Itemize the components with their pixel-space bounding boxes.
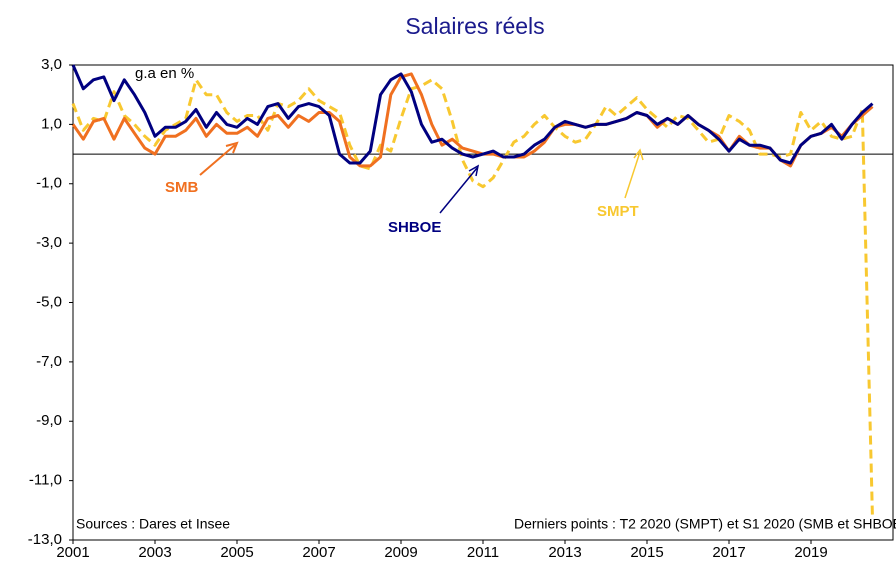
x-tick-label: 2019 (794, 544, 827, 561)
y-tick-label: -9,0 (36, 412, 62, 429)
source-note: Sources : Dares et Insee (76, 516, 230, 532)
x-tick-label: 2007 (302, 544, 335, 561)
arrow-head (468, 164, 480, 177)
series-line (71, 64, 874, 165)
y-tick-label: -1,0 (36, 175, 62, 192)
series-annotation: SMPT (597, 203, 639, 220)
arrow-head (225, 141, 239, 154)
x-tick-label: 2013 (548, 544, 581, 561)
x-tick-label: 2015 (630, 544, 663, 561)
x-tick-label: 2001 (56, 544, 89, 561)
y-tick-label: -7,0 (36, 353, 62, 370)
y-tick-label: 1,0 (41, 115, 62, 132)
x-tick-label: 2009 (384, 544, 417, 561)
y-tick-label: -13,0 (28, 531, 62, 548)
arrow (439, 167, 478, 214)
arrow (199, 144, 236, 176)
y-tick-label: -5,0 (36, 293, 62, 310)
y-tick-label: -3,0 (36, 234, 62, 251)
series-annotation: SHBOE (388, 219, 441, 236)
series-annotation: SMB (165, 179, 199, 196)
series-line (71, 78, 874, 520)
x-tick-label: 2017 (712, 544, 745, 561)
chart-title: Salaires réels (405, 13, 544, 39)
arrow-head (633, 148, 644, 161)
plot-area (71, 64, 893, 520)
x-tick-label: 2003 (138, 544, 171, 561)
unit-label: g.a en % (135, 65, 194, 82)
y-tick-label: 3,0 (41, 56, 62, 73)
x-tick-label: 2005 (220, 544, 253, 561)
series-line (71, 72, 874, 168)
y-tick-label: -11,0 (29, 472, 62, 489)
arrow (624, 151, 641, 199)
x-tick-label: 2011 (467, 544, 499, 561)
plot-frame (72, 64, 894, 541)
last-points-note: Derniers points : T2 2020 (SMPT) et S1 2… (514, 516, 896, 532)
